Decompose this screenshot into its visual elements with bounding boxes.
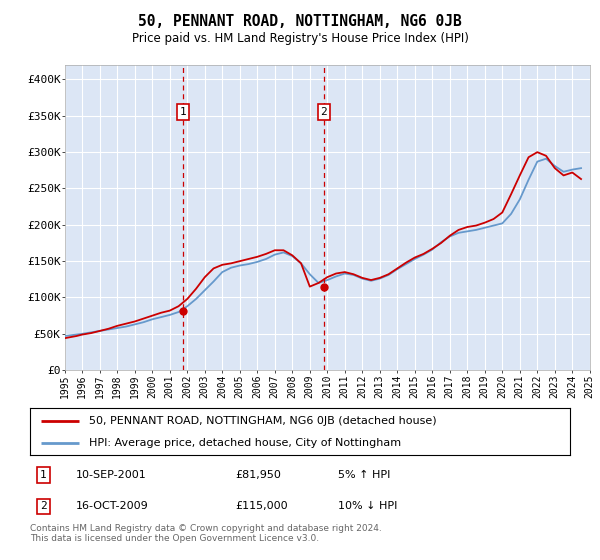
Text: £115,000: £115,000 bbox=[235, 501, 288, 511]
Text: Price paid vs. HM Land Registry's House Price Index (HPI): Price paid vs. HM Land Registry's House … bbox=[131, 32, 469, 45]
Text: Contains HM Land Registry data © Crown copyright and database right 2024.
This d: Contains HM Land Registry data © Crown c… bbox=[30, 524, 382, 543]
Text: 10-SEP-2001: 10-SEP-2001 bbox=[76, 470, 146, 480]
Text: 10% ↓ HPI: 10% ↓ HPI bbox=[338, 501, 397, 511]
Text: HPI: Average price, detached house, City of Nottingham: HPI: Average price, detached house, City… bbox=[89, 438, 401, 448]
Text: 2: 2 bbox=[40, 501, 47, 511]
Text: 1: 1 bbox=[40, 470, 47, 480]
Text: 16-OCT-2009: 16-OCT-2009 bbox=[76, 501, 149, 511]
Text: £81,950: £81,950 bbox=[235, 470, 281, 480]
Text: 50, PENNANT ROAD, NOTTINGHAM, NG6 0JB: 50, PENNANT ROAD, NOTTINGHAM, NG6 0JB bbox=[138, 14, 462, 29]
Text: 5% ↑ HPI: 5% ↑ HPI bbox=[338, 470, 390, 480]
Text: 1: 1 bbox=[179, 107, 187, 117]
Text: 2: 2 bbox=[320, 107, 327, 117]
Text: 50, PENNANT ROAD, NOTTINGHAM, NG6 0JB (detached house): 50, PENNANT ROAD, NOTTINGHAM, NG6 0JB (d… bbox=[89, 416, 437, 426]
